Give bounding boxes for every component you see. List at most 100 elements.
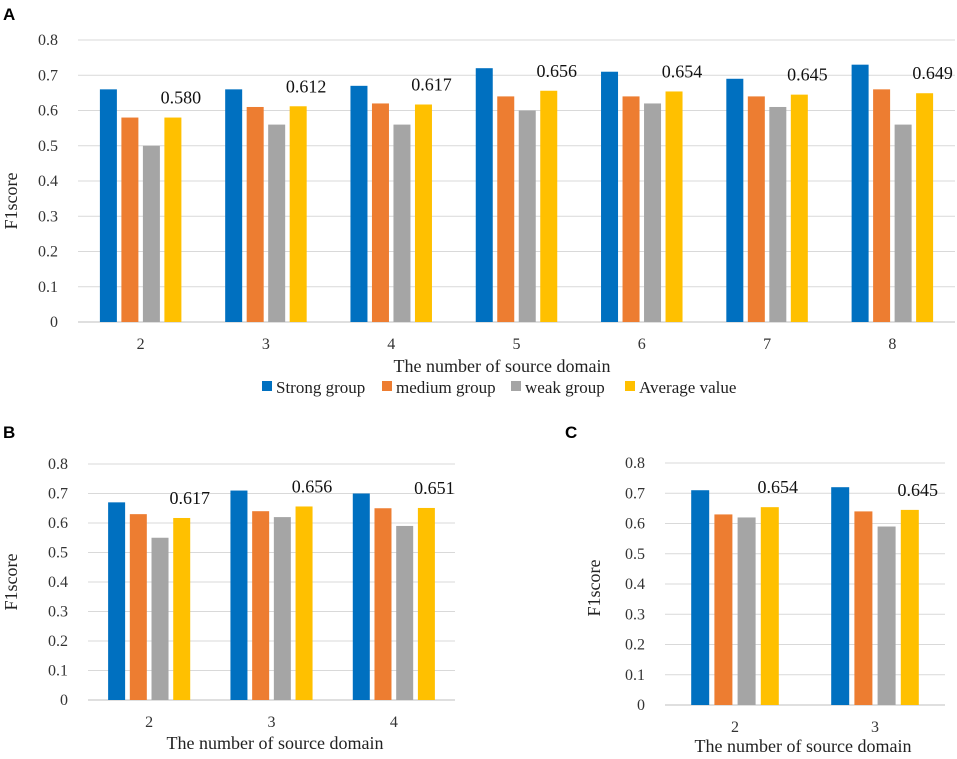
panel-c-bar-strong (831, 487, 850, 705)
panel-b-ytick-label: 0.8 (48, 456, 68, 473)
legend: Strong group medium group weak group Ave… (262, 378, 736, 397)
legend-swatch-medium (382, 381, 392, 391)
panel-a-bar-weak (268, 124, 286, 322)
panel-a-bar-weak (769, 106, 787, 322)
legend-label-medium: medium group (396, 378, 496, 397)
panel-c-label: C (565, 423, 577, 442)
panel-b-bar-weak (396, 525, 414, 700)
panel-a-bar-medium (622, 96, 640, 323)
panel-a-data-label: 0.580 (161, 88, 202, 108)
panel-a-bar-average (540, 90, 558, 322)
panel-a-bar-strong (726, 78, 744, 323)
panel-b-ytick-label: 0 (60, 692, 68, 709)
panel-a-bar-average (665, 91, 683, 322)
panel-b-xlabel: The number of source domain (167, 733, 384, 753)
panel-b-bar-medium (129, 514, 147, 700)
legend-label-average: Average value (639, 378, 736, 397)
panel-b-ytick-label: 0.3 (48, 604, 68, 621)
legend-label-weak: weak group (525, 378, 605, 397)
panel-c-ytick-label: 0.5 (625, 546, 645, 563)
panel-a-xtick-label: 2 (137, 336, 145, 353)
panel-a-bar-medium (246, 106, 264, 322)
panel-b-bar-weak (273, 517, 291, 700)
panel-c-bar-average (900, 509, 919, 705)
panel-b-bar-strong (230, 490, 248, 700)
panel-b-bar-medium (252, 511, 270, 700)
panel-a-data-label: 0.612 (286, 76, 327, 96)
panel-c-ytick-label: 0.8 (625, 455, 645, 472)
panel-c-data-label: 0.654 (758, 477, 799, 497)
panel-b-ytick-label: 0.5 (48, 545, 68, 562)
panel-a-bar-average (414, 104, 432, 322)
panel-a-plot: 0 0.1 0.2 0.3 0.4 0.5 0.6 0.7 0.8 0.580 2 0.612 3 0.6… (38, 32, 955, 353)
legend-label-strong: Strong group (276, 378, 365, 397)
panel-a-data-label: 0.654 (662, 61, 703, 81)
panel-a-bar-medium (121, 117, 139, 322)
panel-c-ytick-label: 0.2 (625, 637, 645, 654)
panel-b-label: B (3, 423, 15, 442)
panel-a-ytick-label: 0.4 (38, 173, 58, 190)
panel-b-bar-weak (151, 537, 169, 700)
panel-a-bar-medium (873, 89, 891, 322)
panel-c-bar-weak (877, 526, 896, 705)
panel-b-ytick-label: 0.7 (48, 486, 68, 503)
panel-a-xtick-label: 4 (387, 336, 395, 353)
panel-b-xtick-label: 3 (268, 714, 276, 731)
panel-a-data-label: 0.617 (411, 75, 452, 95)
panel-b-ytick-label: 0.1 (48, 663, 68, 680)
panel-a-xtick-label: 8 (888, 336, 896, 353)
panel-a-bar-medium (747, 96, 765, 323)
panel-c-ytick-label: 0.6 (625, 516, 645, 533)
panel-b-plot: 0 0.1 0.2 0.3 0.4 0.5 0.6 0.7 0.8 0.617 2 0.656 3 0.6… (48, 456, 455, 731)
panel-a-xtick-label: 7 (763, 336, 771, 353)
panel-b-data-label: 0.651 (414, 478, 455, 498)
panel-a-xtick-label: 3 (262, 336, 270, 353)
panel-a-bar-strong (475, 68, 493, 322)
panel-c: C 00.10.20.30.40.50.60.70.80.65420.6453 … (565, 423, 945, 756)
panel-a-xlabel: The number of source domain (394, 356, 611, 376)
panel-c-ytick-label: 0.1 (625, 667, 645, 684)
panel-a-ytick-label: 0.3 (38, 208, 58, 225)
panel-b-bar-strong (108, 502, 126, 700)
panel-b-xtick-label: 2 (145, 714, 153, 731)
panel-c-ytick-label: 0.3 (625, 606, 645, 623)
panel-c-plot: 0 0.1 0.2 0.3 0.4 0.5 0.6 0.7 0.8 0.654 2 0.645 3 (625, 455, 945, 736)
panel-a-ytick-label: 0.1 (38, 279, 58, 296)
panel-a-data-label: 0.645 (787, 65, 828, 85)
panel-c-ytick-label: 0 (637, 697, 645, 714)
panel-a: A 00.10.20.30.40.50.60.70.80.58020.61230… (1, 5, 955, 397)
panel-c-bar-strong (691, 490, 710, 705)
panel-c-bar-average (760, 507, 779, 705)
legend-swatch-weak (511, 381, 521, 391)
panel-a-ytick-label: 0.7 (38, 67, 58, 84)
panel-c-ytick-label: 0.4 (625, 576, 645, 593)
legend-swatch-average (625, 381, 635, 391)
panel-a-bar-weak (142, 145, 160, 322)
panel-a-data-label: 0.656 (537, 61, 578, 81)
panel-a-xtick-label: 5 (513, 336, 521, 353)
panel-b-bar-average (295, 506, 313, 700)
panel-a-bar-strong (99, 89, 117, 322)
panel-a-bar-strong (225, 89, 243, 322)
panel-a-bar-strong (601, 71, 619, 322)
panel-b-bar-medium (374, 508, 392, 700)
panel-c-data-label: 0.645 (898, 480, 939, 500)
panel-a-bar-strong (350, 85, 368, 322)
panel-b-data-label: 0.656 (292, 476, 333, 496)
panel-a-label: A (3, 5, 15, 24)
panel-a-ytick-label: 0.5 (38, 138, 58, 155)
panel-a-bar-weak (894, 124, 912, 322)
panel-a-data-label: 0.649 (912, 63, 953, 83)
panel-a-bar-medium (371, 103, 389, 322)
panel-c-xlabel: The number of source domain (695, 736, 912, 756)
panel-a-xtick-label: 6 (638, 336, 646, 353)
panel-b-ytick-label: 0.6 (48, 515, 68, 532)
panel-a-bar-average (164, 117, 182, 322)
panel-a-bar-average (289, 106, 307, 323)
panel-a-bar-strong (851, 64, 869, 323)
panel-c-bar-medium (854, 511, 873, 705)
panel-b-bar-average (173, 517, 191, 700)
panel-b: B 00.10.20.30.40.50.60.70.80.61720.65630… (1, 423, 455, 753)
legend-swatch-strong (262, 381, 272, 391)
panel-b-ytick-label: 0.4 (48, 574, 68, 591)
